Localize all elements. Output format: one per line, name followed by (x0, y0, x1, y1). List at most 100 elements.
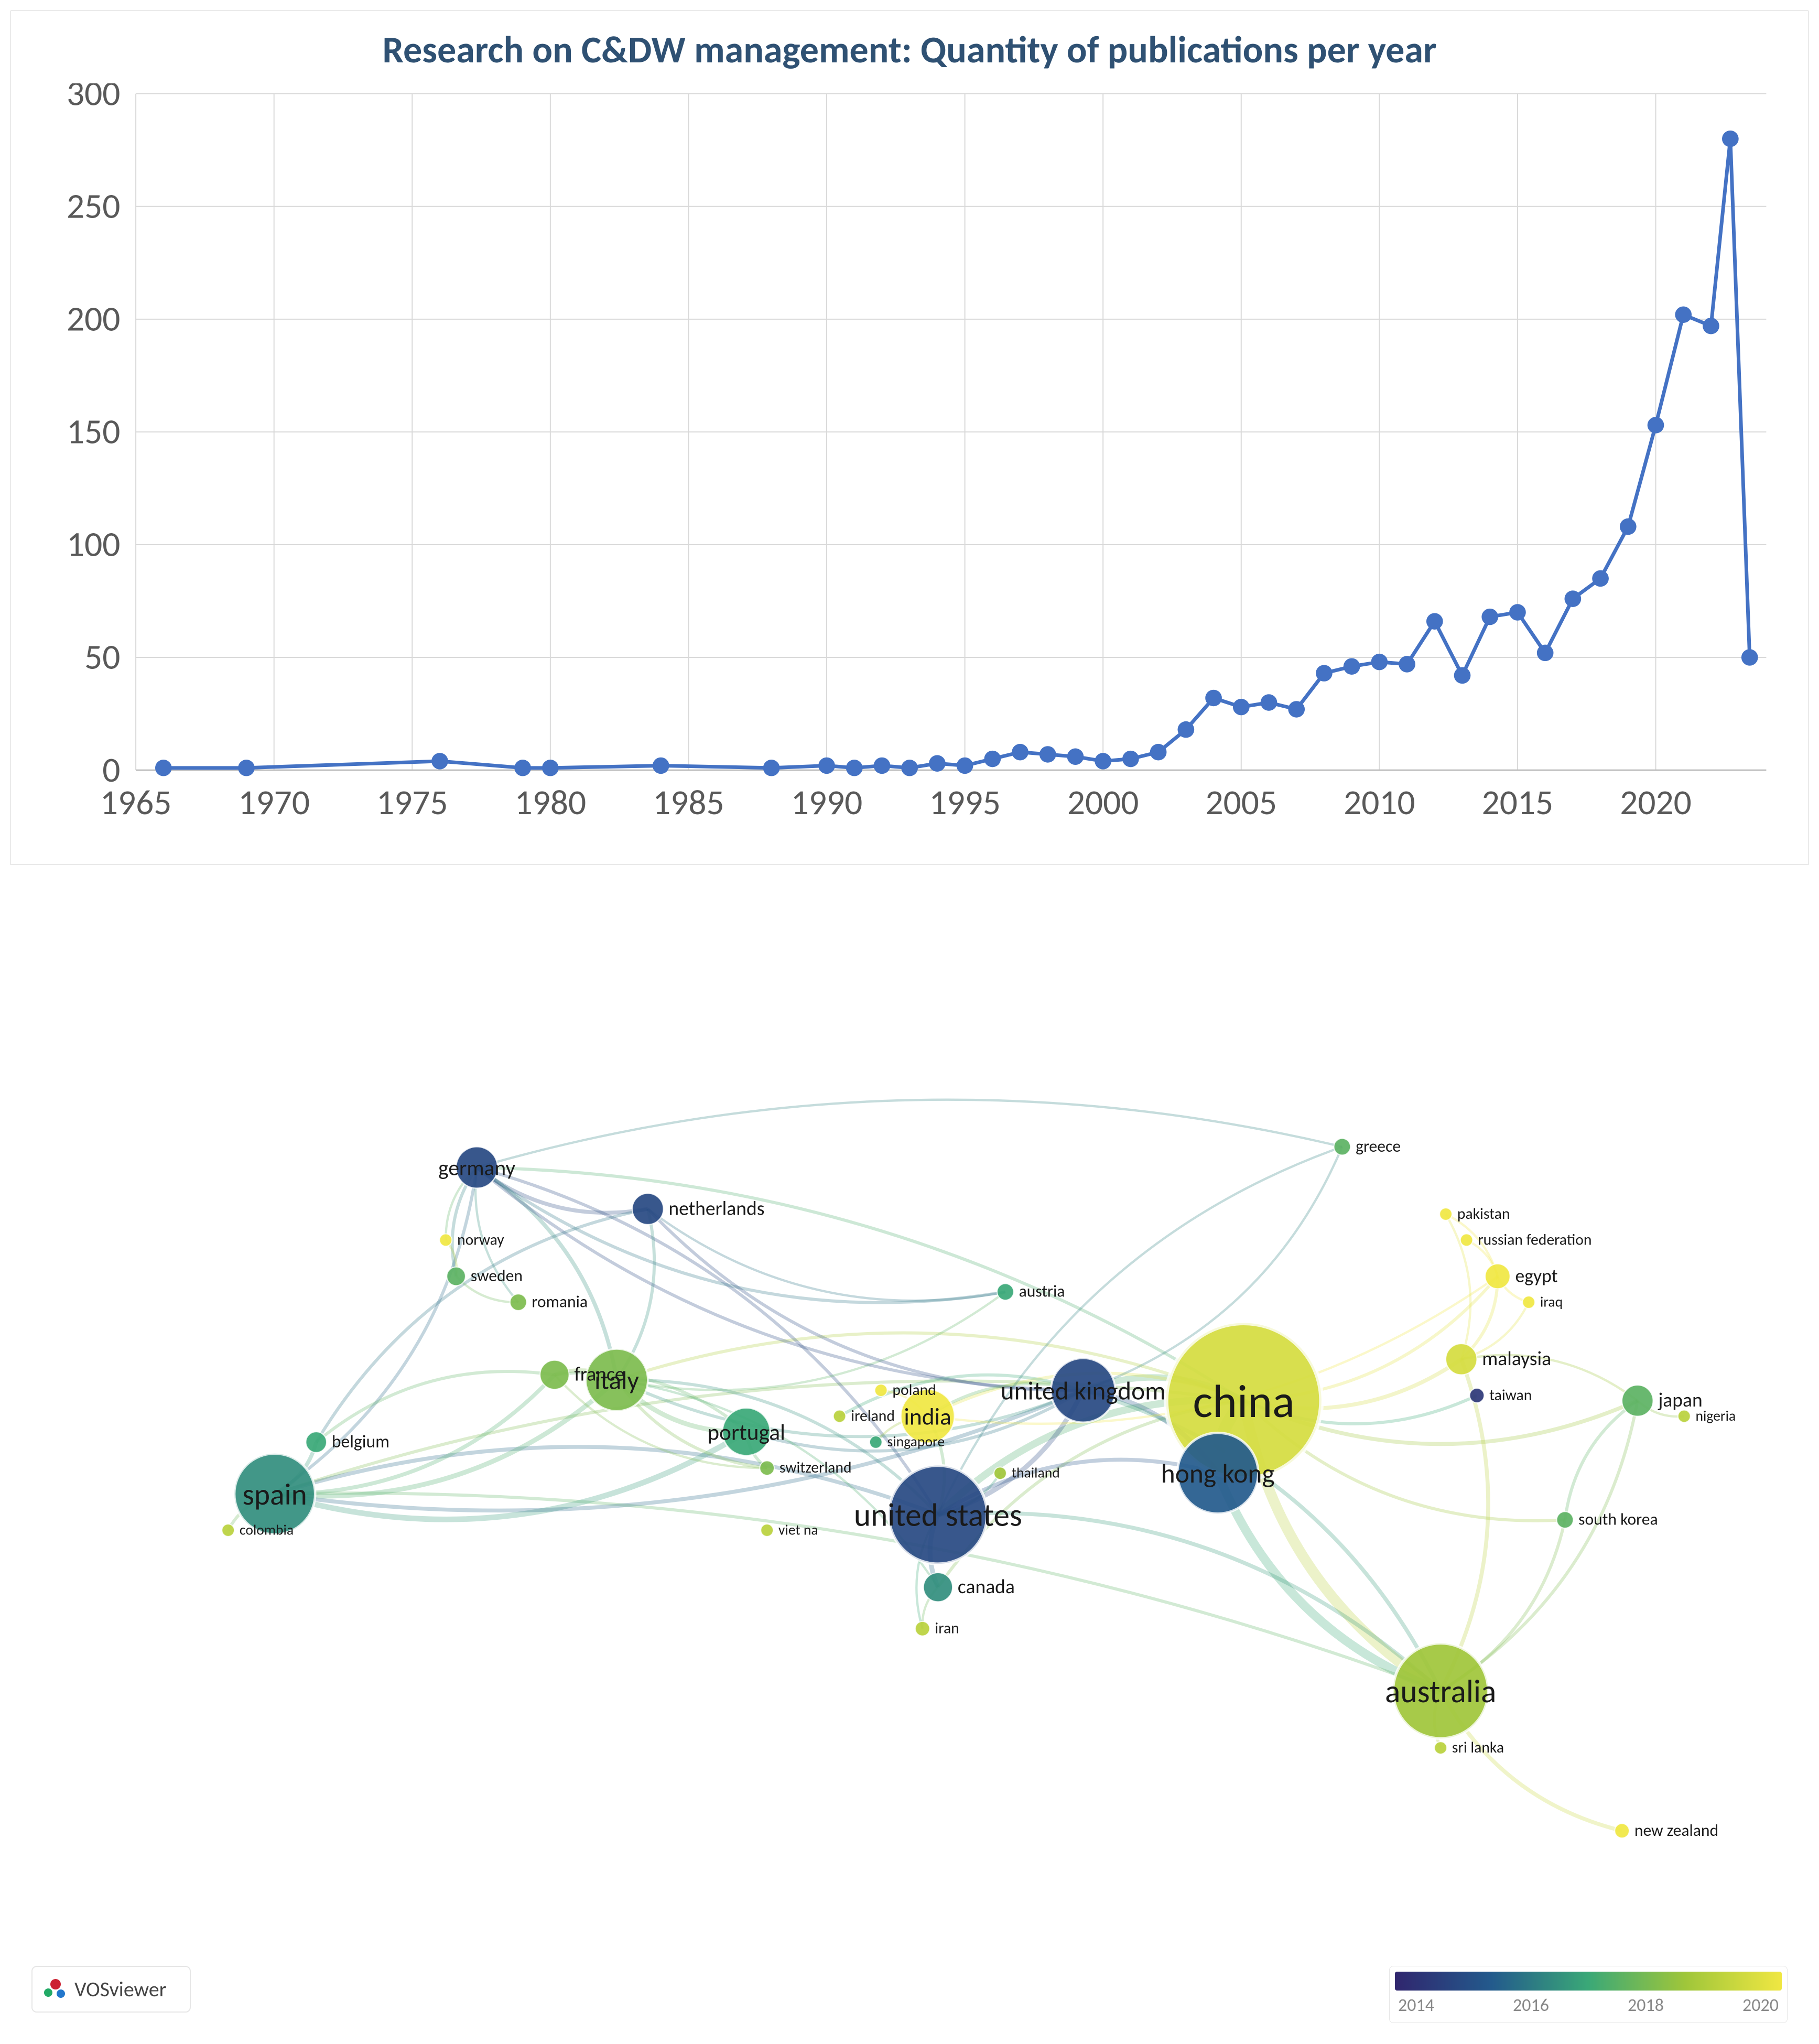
network-node-label: viet na (778, 1521, 818, 1539)
network-node-label: poland (892, 1380, 936, 1399)
svg-text:1995: 1995 (929, 781, 1001, 824)
svg-text:1990: 1990 (791, 781, 863, 824)
network-node-label: colombia (240, 1521, 294, 1539)
network-node-label: austria (1019, 1282, 1065, 1302)
network-node-south_korea[interactable] (1557, 1511, 1574, 1528)
network-node-label: united states (854, 1496, 1022, 1535)
svg-text:2020: 2020 (1620, 781, 1692, 824)
svg-text:2010: 2010 (1344, 781, 1415, 824)
svg-text:100: 100 (67, 523, 120, 566)
network-node-austria[interactable] (997, 1283, 1014, 1300)
network-edge (477, 1100, 1342, 1167)
svg-text:1975: 1975 (376, 781, 448, 824)
network-node-label: portugal (707, 1418, 785, 1446)
network-node-switzerland[interactable] (760, 1461, 774, 1476)
network-node-label: belgium (332, 1431, 389, 1453)
network-node-taiwan[interactable] (1470, 1388, 1485, 1403)
network-node-label: taiwan (1489, 1386, 1532, 1404)
network-edge (1565, 1401, 1637, 1520)
network-node-malaysia[interactable] (1446, 1344, 1477, 1375)
network-node-new_zealand[interactable] (1615, 1823, 1629, 1838)
network-node-iran[interactable] (915, 1621, 930, 1636)
network-node-singapore[interactable] (870, 1436, 882, 1448)
network-node-label: canada (958, 1575, 1015, 1599)
network-node-norway[interactable] (439, 1234, 452, 1247)
svg-text:2005: 2005 (1205, 781, 1277, 824)
network-node-romania[interactable] (510, 1294, 527, 1311)
network-node-label: netherlands (668, 1196, 764, 1220)
svg-text:200: 200 (67, 298, 120, 341)
vosviewer-badge[interactable]: VOSviewer (31, 1966, 191, 2013)
network-node-label: singapore (887, 1433, 945, 1451)
svg-text:250: 250 (67, 185, 120, 228)
svg-text:2000: 2000 (1067, 781, 1139, 824)
svg-text:1980: 1980 (515, 781, 587, 824)
network-node-label: greece (1356, 1137, 1401, 1156)
network-edge (617, 1292, 1005, 1390)
network-node-belgium[interactable] (306, 1432, 327, 1453)
scale-tick: 2018 (1628, 1995, 1664, 2016)
svg-text:2015: 2015 (1482, 781, 1554, 824)
network-node-netherlands[interactable] (632, 1193, 663, 1224)
footer: VOSviewer 2014 2016 2018 2020 (10, 1955, 1809, 2034)
scale-tick: 2020 (1742, 1995, 1779, 2016)
network-node-label: sweden (471, 1266, 523, 1286)
svg-text:1985: 1985 (653, 781, 724, 824)
network-node-label: spain (242, 1476, 307, 1513)
network-node-label: iran (935, 1619, 959, 1638)
vosviewer-logo-icon (44, 1978, 67, 2001)
network-svg: china united states australia hong kong unit… (10, 1012, 1809, 1955)
network-node-label: russian federation (1478, 1230, 1591, 1249)
network-node-label: hong kong (1161, 1457, 1275, 1490)
network-node-poland[interactable] (875, 1384, 887, 1397)
color-scale-ticks: 2014 2016 2018 2020 (1395, 1995, 1782, 2016)
network-node-label: new zealand (1634, 1821, 1718, 1841)
network-node-label: pakistan (1457, 1204, 1510, 1223)
network-node-label: united kingdom (1001, 1375, 1166, 1407)
scale-tick: 2016 (1513, 1995, 1549, 2016)
network-node-japan[interactable] (1622, 1385, 1653, 1416)
chart-title: Research on C&DW management: Quantity of… (32, 27, 1787, 73)
country-network-panel: china united states australia hong kong unit… (10, 1012, 1809, 1955)
chart-plot-area: 0501001502002503001965197019751980198519… (32, 83, 1787, 842)
network-node-label: malaysia (1482, 1347, 1551, 1371)
line-chart-svg: 0501001502002503001965197019751980198519… (32, 83, 1787, 842)
color-scale-bar (1395, 1972, 1782, 1991)
network-node-label: south korea (1578, 1510, 1658, 1530)
network-node-label: thailand (1012, 1465, 1060, 1482)
network-node-label: romania (532, 1292, 588, 1312)
vosviewer-label: VOSviewer (74, 1976, 167, 2002)
network-node-thailand[interactable] (994, 1467, 1006, 1479)
network-node-label: nigeria (1696, 1408, 1736, 1425)
svg-text:1970: 1970 (238, 781, 310, 824)
network-node-label: norway (457, 1230, 504, 1249)
network-node-vietnam[interactable] (761, 1524, 773, 1537)
network-node-colombia[interactable] (222, 1524, 234, 1537)
network-node-egypt[interactable] (1485, 1264, 1510, 1289)
network-node-label: germany (438, 1155, 515, 1182)
network-node-label: china (1193, 1372, 1295, 1430)
network-node-greece[interactable] (1334, 1139, 1351, 1155)
network-node-label: switzerland (779, 1458, 852, 1477)
svg-text:300: 300 (67, 83, 120, 115)
network-node-canada[interactable] (924, 1573, 952, 1602)
network-node-label: sri lanka (1452, 1738, 1504, 1757)
publications-chart-panel: Research on C&DW management: Quantity of… (10, 10, 1809, 865)
color-scale-legend: 2014 2016 2018 2020 (1389, 1966, 1788, 2023)
network-node-label: france (574, 1362, 624, 1387)
network-node-iraq[interactable] (1522, 1296, 1535, 1308)
scale-tick: 2014 (1398, 1995, 1434, 2016)
network-node-label: egypt (1515, 1264, 1558, 1287)
svg-text:50: 50 (84, 636, 120, 679)
network-node-ireland[interactable] (833, 1410, 846, 1423)
network-node-sri_lanka[interactable] (1434, 1742, 1447, 1754)
svg-text:150: 150 (67, 410, 120, 453)
network-node-france[interactable] (540, 1360, 569, 1389)
network-node-pakistan[interactable] (1439, 1208, 1452, 1220)
network-node-label: australia (1385, 1672, 1496, 1711)
network-node-russia[interactable] (1460, 1234, 1473, 1247)
network-node-label: ireland (851, 1406, 895, 1425)
network-node-sweden[interactable] (447, 1267, 465, 1286)
svg-text:1965: 1965 (100, 781, 172, 824)
network-node-label: india (904, 1402, 951, 1431)
